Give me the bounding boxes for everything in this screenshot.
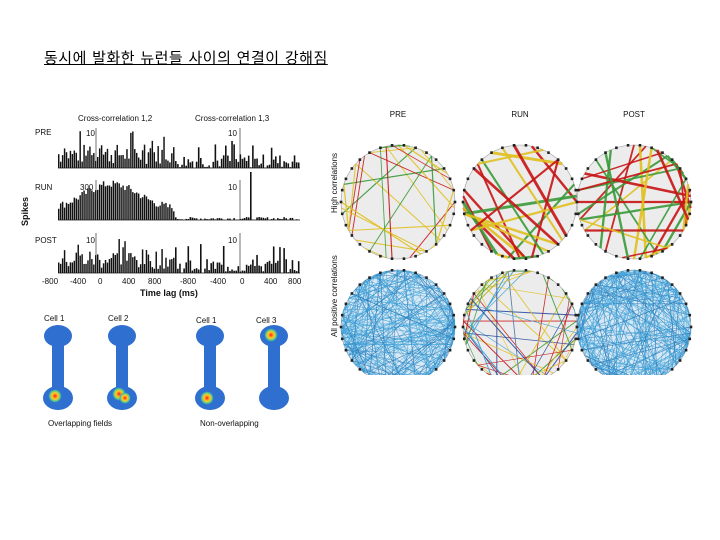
scale-run-left: 300 bbox=[80, 183, 94, 192]
network-circle bbox=[575, 144, 693, 260]
row-label-run: RUN bbox=[35, 183, 53, 192]
tick-label: -400 bbox=[210, 277, 227, 286]
cell-label-3: Cell 3 bbox=[256, 316, 277, 325]
cell-label-1b: Cell 1 bbox=[196, 316, 217, 325]
place-field-track bbox=[43, 325, 73, 410]
caption-non-overlapping: Non-overlapping bbox=[200, 419, 259, 428]
slide-title: 동시에 발화한 뉴런들 사이의 연결이 강해짐 bbox=[44, 49, 328, 67]
scale-post-left: 10 bbox=[86, 236, 95, 245]
tick-label: -800 bbox=[42, 277, 59, 286]
panel-title-cc13: Cross-correlation 1,3 bbox=[195, 114, 270, 123]
network-correlation-figure: PRE RUN POST High correlations All posit… bbox=[330, 110, 693, 375]
caption-overlapping: Overlapping fields bbox=[48, 419, 112, 428]
place-field-track bbox=[107, 325, 137, 410]
tick-label: 400 bbox=[264, 277, 278, 286]
cell-label-2: Cell 2 bbox=[108, 314, 129, 323]
scale-pre-left: 10 bbox=[86, 129, 95, 138]
row-label-high: High correlations bbox=[330, 153, 339, 213]
cross-correlogram-figure: Cross-correlation 1,2 Cross-correlation … bbox=[20, 114, 302, 298]
column-label-post: POST bbox=[623, 110, 645, 119]
row-label-pre: PRE bbox=[35, 128, 51, 137]
tick-label: 0 bbox=[98, 277, 103, 286]
panel-title-cc12: Cross-correlation 1,2 bbox=[78, 114, 153, 123]
network-circle bbox=[461, 144, 579, 260]
network-circle bbox=[339, 144, 457, 260]
row-label-positive: All positive correlations bbox=[330, 255, 339, 337]
row-label-post: POST bbox=[35, 236, 57, 245]
network-circle bbox=[575, 269, 693, 375]
tick-label: 800 bbox=[148, 277, 162, 286]
network-circle bbox=[339, 269, 457, 375]
scale-pre-right: 10 bbox=[228, 129, 237, 138]
column-label-run: RUN bbox=[511, 110, 529, 119]
tick-label: -800 bbox=[180, 277, 197, 286]
x-axis-label: Time lag (ms) bbox=[140, 288, 198, 298]
tick-label: 400 bbox=[122, 277, 136, 286]
tick-label: 800 bbox=[288, 277, 302, 286]
place-field-track bbox=[195, 325, 225, 410]
scale-run-right: 10 bbox=[228, 183, 237, 192]
network-circle bbox=[461, 269, 579, 375]
tick-label: 0 bbox=[240, 277, 245, 286]
column-label-pre: PRE bbox=[390, 110, 406, 119]
place-field-figure: Cell 1 Cell 2 Cell 1 Cell 3 Overlapping … bbox=[43, 314, 289, 428]
cell-label-1a: Cell 1 bbox=[44, 314, 65, 323]
place-field-track bbox=[259, 325, 289, 410]
y-axis-label: Spikes bbox=[20, 197, 30, 226]
scale-post-right: 10 bbox=[228, 236, 237, 245]
tick-label: -400 bbox=[70, 277, 87, 286]
